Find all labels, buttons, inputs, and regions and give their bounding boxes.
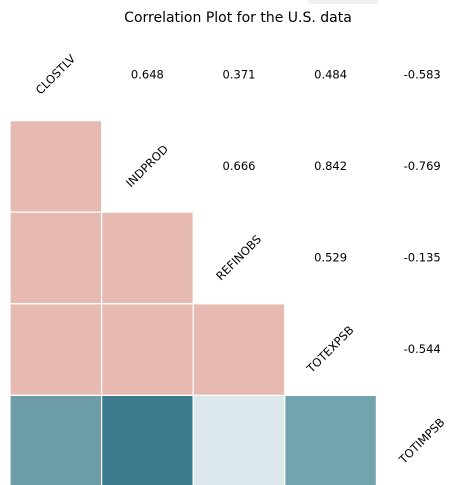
variable-label-totexpsb: TOTEXPSB <box>303 323 356 376</box>
heatmap-cell-refinobs-clostlv <box>9 211 103 305</box>
heatmap-cell-totimpsb-indprod <box>100 394 194 485</box>
value-label-refinobs-totexpsb: 0.529 <box>314 251 347 265</box>
heatmap-cell-totexpsb-refinobs <box>192 303 286 396</box>
value-label-clostlv-indprod: 0.648 <box>131 67 164 81</box>
variable-label-indprod: INDPROD <box>123 142 171 190</box>
value-label-refinobs-totimpsb: -0.135 <box>404 251 441 265</box>
value-labels: 0.648 0.371 0.484 -0.583 0.666 0.842 -0.769 0.5… <box>131 67 441 356</box>
heatmap-cell-totexpsb-clostlv <box>9 303 103 396</box>
heatmap-cell-totexpsb-indprod <box>100 303 194 396</box>
variable-label-clostlv: CLOSTLV <box>33 52 79 98</box>
value-label-clostlv-totimpsb: -0.583 <box>404 67 441 81</box>
heatmap-cell-totimpsb-refinobs <box>192 394 286 485</box>
top-strip <box>308 0 378 4</box>
value-label-clostlv-totexpsb: 0.484 <box>314 67 347 81</box>
heatmap-cell-totimpsb-totexpsb <box>284 394 377 485</box>
value-label-totexpsb-totimpsb: -0.544 <box>404 342 441 356</box>
heatmap-cell-totimpsb-clostlv <box>9 394 103 485</box>
heatmap-cells <box>9 119 377 485</box>
value-label-indprod-totexpsb: 0.842 <box>314 159 347 173</box>
variable-label-refinobs: REFINOBS <box>213 232 264 283</box>
chart-title: Correlation Plot for the U.S. data <box>124 10 352 26</box>
heatmap-cell-refinobs-indprod <box>100 211 194 305</box>
value-label-indprod-totimpsb: -0.769 <box>404 159 441 173</box>
heatmap-cell-indprod-clostlv <box>9 119 103 213</box>
variable-label-totimpsb: TOTIMPSB <box>395 415 447 467</box>
value-label-indprod-refinobs: 0.666 <box>223 159 256 173</box>
value-label-clostlv-refinobs: 0.371 <box>223 67 256 81</box>
